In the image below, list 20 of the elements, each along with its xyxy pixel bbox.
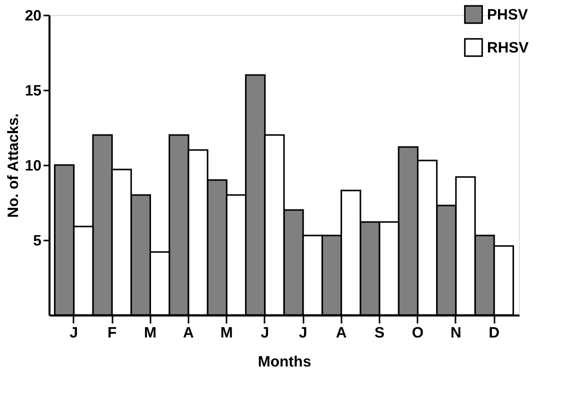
x-tick-label: A — [183, 324, 194, 342]
x-axis-title: Months — [258, 354, 312, 370]
x-tick-label: S — [374, 324, 385, 342]
x-tick-label: D — [488, 324, 500, 342]
y-tick-label: 20 — [24, 8, 42, 24]
x-tick-label: J — [260, 324, 270, 342]
x-tick-label: J — [70, 324, 78, 342]
x-tick-label: F — [107, 324, 117, 342]
x-tick-label: M — [144, 324, 157, 342]
legend-label: PHSV — [487, 6, 528, 24]
y-tick-label: 10 — [24, 158, 42, 174]
legend-label: RHSV — [487, 40, 529, 56]
x-tick-label: M — [220, 324, 233, 342]
y-tick-label: 15 — [24, 82, 42, 100]
x-tick-label: J — [298, 324, 308, 342]
x-tick-label: N — [450, 324, 462, 342]
x-tick-label: A — [336, 324, 347, 342]
x-tick-label: O — [412, 324, 424, 342]
y-axis-title: No. of Attacks. — [4, 113, 22, 218]
y-tick-label: 5 — [33, 232, 42, 250]
